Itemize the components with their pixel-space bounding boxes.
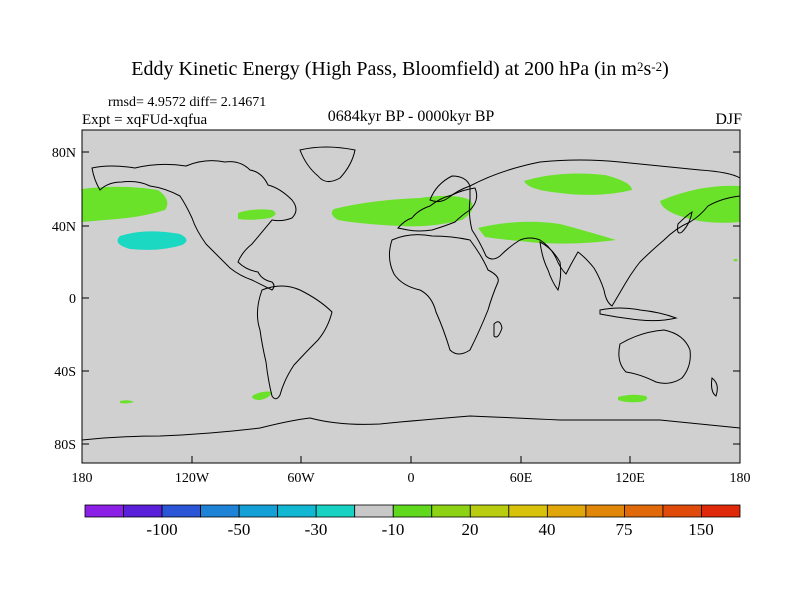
- y-axis-ticks: [82, 151, 740, 445]
- x-label: 60E: [510, 471, 533, 486]
- colorbar-box: [200, 504, 240, 518]
- stats-text: rmsd= 4.9572 diff= 2.14671: [108, 95, 267, 110]
- x-label: 120W: [175, 471, 210, 486]
- title-main: Eddy Kinetic Energy (High Pass, Bloomfie…: [131, 58, 637, 80]
- y-label: 40N: [52, 220, 76, 235]
- patch-north-america: [238, 209, 276, 220]
- patch-pacific-cyan: [117, 231, 187, 250]
- coast-indonesia: [599, 307, 678, 322]
- colorbar-box: [315, 504, 356, 518]
- colorbar-label: -10: [382, 520, 405, 539]
- colorbar-box: [123, 504, 163, 518]
- patch-southern-ocean-west: [120, 400, 134, 404]
- colorbar-label: 150: [688, 520, 714, 539]
- period-label: 0684kyr BP - 0000kyr BP: [327, 108, 495, 125]
- y-axis-labels: 80N 40N 0 40S 80S: [52, 146, 76, 453]
- title-sup-1: 2: [636, 59, 644, 74]
- colorbar-box: [546, 504, 587, 518]
- patch-north-atlantic: [331, 195, 473, 227]
- coast-europe: [397, 187, 478, 232]
- colorbar-box: [238, 504, 279, 518]
- colorbar-label: 75: [616, 520, 633, 539]
- patch-southern-ocean-east: [618, 394, 648, 403]
- colorbar-box: [662, 504, 702, 518]
- x-label: 180: [730, 471, 751, 486]
- colorbar-labels: -100 -50 -30 -10 20 40 75 150: [146, 520, 713, 539]
- coast-madagascar: [493, 321, 503, 338]
- x-label: 180: [72, 471, 93, 486]
- x-label: 60W: [287, 471, 315, 486]
- y-label: 80S: [54, 438, 76, 453]
- coast-new-zealand: [711, 377, 718, 397]
- patch-asia-jet: [478, 221, 616, 244]
- x-label: 120E: [615, 471, 645, 486]
- coast-india: [539, 241, 562, 292]
- map-background: [82, 130, 740, 463]
- patch-siberia: [524, 173, 632, 195]
- title-end: ): [662, 58, 669, 80]
- patch-north-west-pacific: [660, 185, 740, 223]
- colorbar-box: [84, 504, 124, 518]
- plot-title: Eddy Kinetic Energy (High Pass, Bloomfie…: [0, 58, 800, 81]
- y-label: 0: [69, 292, 76, 307]
- colorbar-box: [469, 504, 510, 518]
- colorbar-box: [624, 504, 664, 518]
- y-label: 40S: [54, 365, 76, 380]
- coast-australia: [618, 329, 691, 384]
- x-axis-labels: 180 120W 60W 0 60E 120E 180: [72, 471, 751, 486]
- colorbar-label: -50: [228, 520, 251, 539]
- patch-north-pacific: [82, 186, 168, 222]
- colorbar-label: 40: [539, 520, 556, 539]
- colorbar-box: [701, 504, 741, 518]
- colorbar-label: -100: [146, 520, 177, 539]
- colorbar-label: -30: [305, 520, 328, 539]
- coast-antarctica: [81, 415, 741, 441]
- anomaly-patches: [82, 173, 740, 404]
- x-label: 0: [408, 471, 415, 486]
- colorbar-box: [277, 504, 317, 518]
- colorbar-box: [161, 504, 201, 518]
- experiment-label: Expt = xqFUd-xqfua: [82, 112, 208, 128]
- colorbar-box: [392, 504, 433, 518]
- coast-greenland: [299, 146, 356, 182]
- title-mid: s: [643, 58, 652, 80]
- coast-south-america: [256, 285, 333, 400]
- title-sup-2: -2: [651, 59, 663, 74]
- coast-africa: [388, 234, 499, 355]
- y-label: 80N: [52, 146, 76, 161]
- coast-asia: [468, 159, 741, 307]
- colorbar-box: [431, 504, 471, 518]
- colorbar-label: 20: [462, 520, 479, 539]
- colorbar-box: [354, 504, 394, 518]
- season-label: DJF: [715, 111, 742, 128]
- x-axis-ticks: [81, 456, 741, 463]
- coast-north-america: [91, 160, 297, 291]
- colorbar: [84, 504, 741, 518]
- colorbar-box: [508, 504, 548, 518]
- patch-tiny-east: [733, 259, 738, 262]
- coastlines: [81, 146, 741, 441]
- coast-japan: [677, 210, 693, 234]
- patch-south-america: [252, 391, 272, 400]
- colorbar-box: [585, 504, 625, 518]
